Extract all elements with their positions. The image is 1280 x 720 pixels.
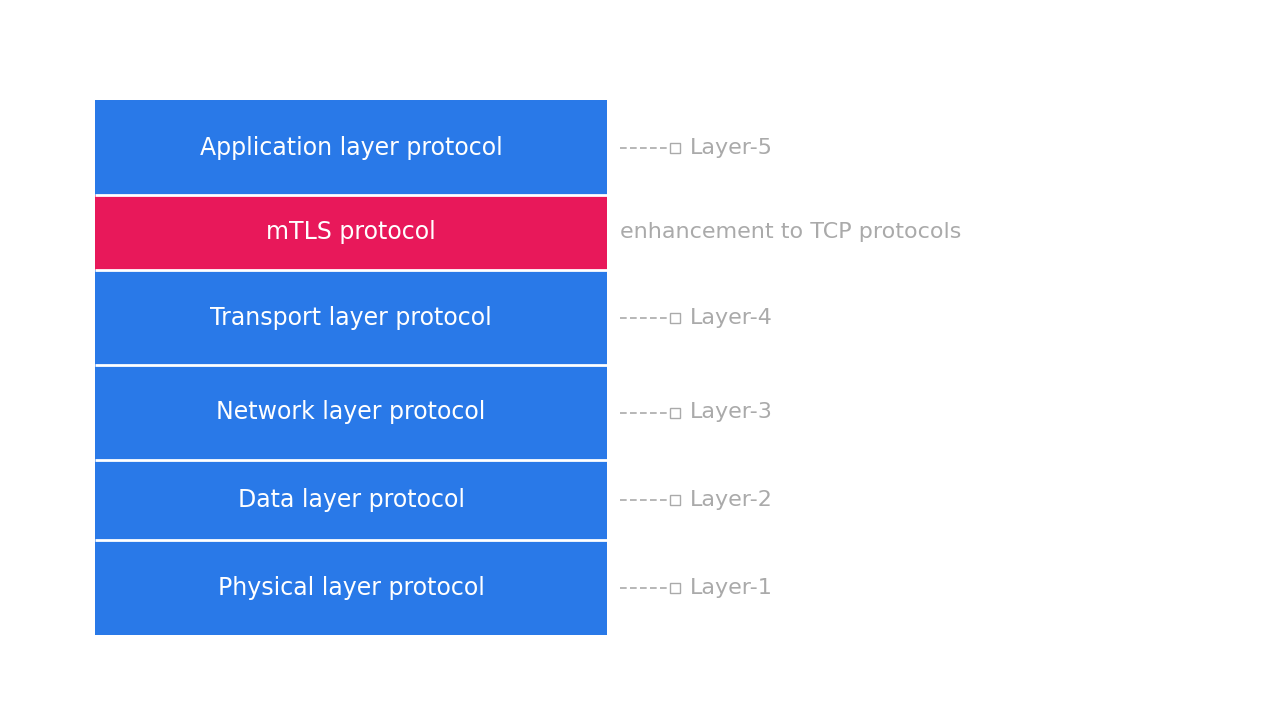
- Bar: [669, 312, 680, 323]
- Text: Layer-3: Layer-3: [690, 402, 773, 423]
- Text: mTLS protocol: mTLS protocol: [266, 220, 436, 245]
- Text: Data layer protocol: Data layer protocol: [238, 488, 465, 512]
- Text: Layer-4: Layer-4: [690, 307, 773, 328]
- Bar: [669, 143, 680, 153]
- Text: Layer-1: Layer-1: [690, 577, 773, 598]
- Text: Transport layer protocol: Transport layer protocol: [210, 305, 492, 330]
- Text: enhancement to TCP protocols: enhancement to TCP protocols: [620, 222, 961, 243]
- Text: Network layer protocol: Network layer protocol: [216, 400, 485, 425]
- Bar: [95, 365, 607, 460]
- Bar: [95, 270, 607, 365]
- Bar: [95, 100, 607, 195]
- Bar: [669, 408, 680, 418]
- Bar: [95, 540, 607, 635]
- Bar: [669, 582, 680, 593]
- Text: Application layer protocol: Application layer protocol: [200, 135, 502, 160]
- Bar: [95, 460, 607, 540]
- Text: Physical layer protocol: Physical layer protocol: [218, 575, 484, 600]
- Text: Layer-5: Layer-5: [690, 138, 773, 158]
- Text: Layer-2: Layer-2: [690, 490, 773, 510]
- Bar: [95, 195, 607, 270]
- Bar: [669, 495, 680, 505]
